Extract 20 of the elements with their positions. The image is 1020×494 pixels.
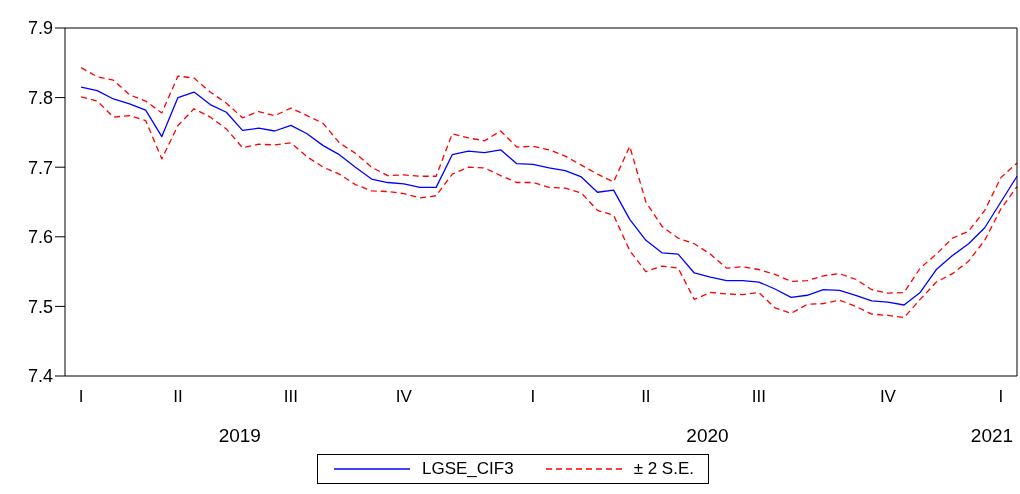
x-tick-label: IV [879,387,897,406]
y-tick-label: 7.9 [27,18,53,39]
x-tick-label: I [530,387,536,406]
y-tick-label: 7.7 [27,157,53,178]
x-tick-label: II [173,387,183,406]
x-tick-label: II [641,387,651,406]
y-tick-label: 7.8 [27,87,53,108]
x-tick-label: I [78,387,84,406]
text: 2021 [970,425,1014,446]
x-tick-label: III [283,387,298,406]
y-tick-label: 7.5 [27,296,53,317]
x-tick-label: I [998,387,1004,406]
x-tick-label: III [751,387,766,406]
y-tick-label: 7.4 [27,366,53,387]
legend-label: LGSE_CIF3 [421,459,514,479]
y-tick-label: 7.6 [27,227,53,248]
legend-label: ± 2 S.E. [633,459,694,479]
text: 2019 [218,425,261,446]
x-tick-label: IV [395,387,413,406]
text: 2020 [686,425,729,446]
